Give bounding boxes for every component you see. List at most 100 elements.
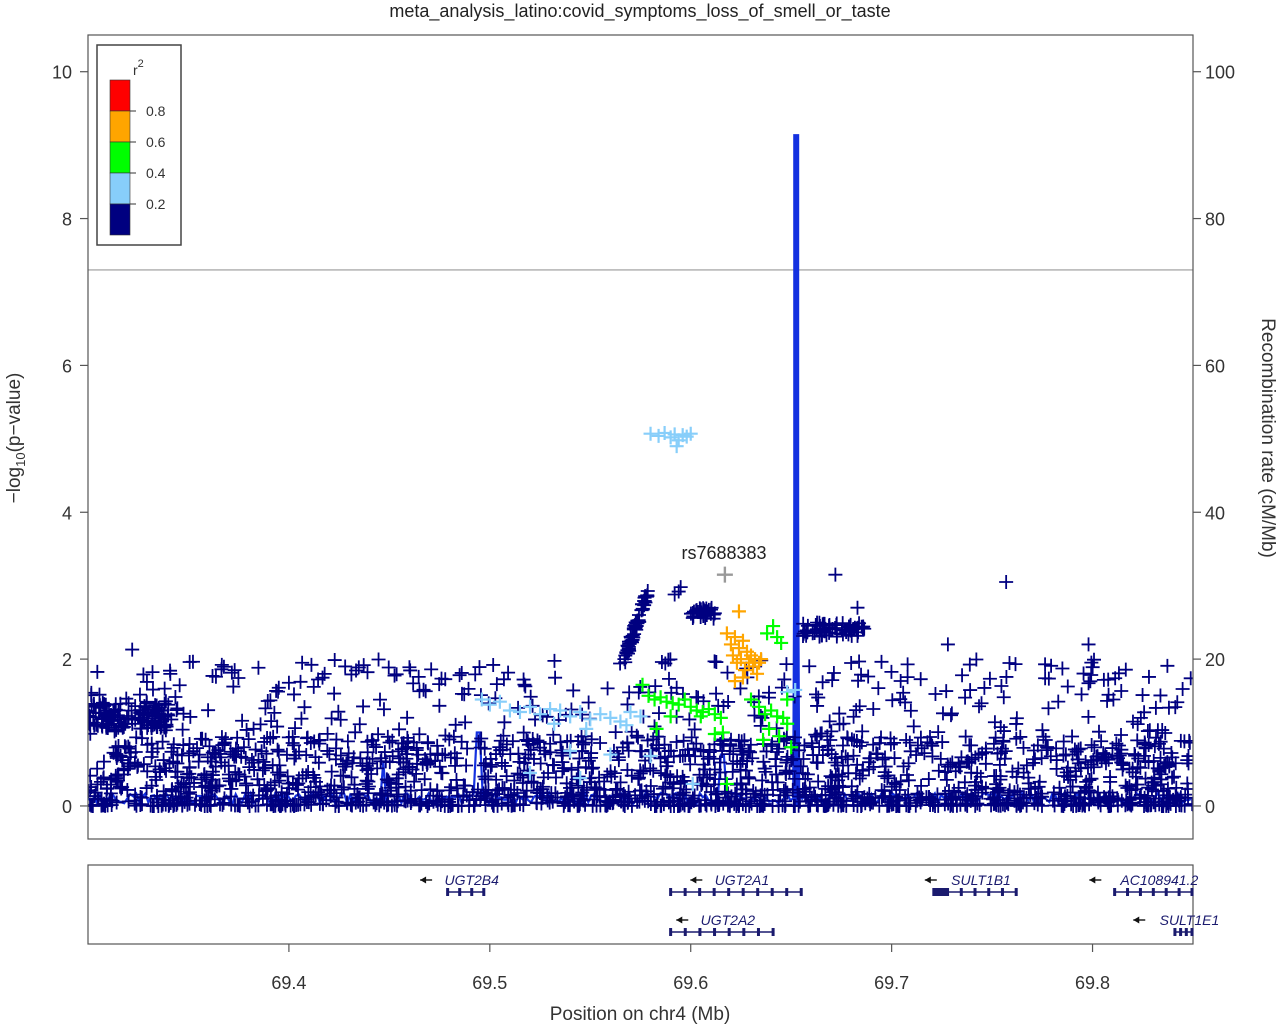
point-dark-blue (140, 737, 155, 752)
point-dark-blue (1038, 733, 1053, 747)
point-dark-blue (488, 787, 503, 802)
point (727, 674, 742, 689)
point-dark-blue (689, 736, 704, 751)
right-y-tick-label: 0 (1205, 797, 1215, 817)
point (731, 604, 746, 619)
point-dark-blue (308, 750, 323, 765)
point-dark-blue (1005, 764, 1020, 779)
point-dark-blue (1040, 740, 1055, 755)
point-dark-blue (166, 754, 181, 769)
lead-snp-marker (716, 566, 733, 583)
point-dark-blue (643, 779, 658, 794)
gene-ugt2a2: UGT2A2 (669, 912, 775, 936)
point-dark-blue (636, 764, 651, 779)
left-y-tick-label: 0 (62, 797, 72, 817)
point-dark-blue (866, 702, 881, 717)
point-dark-blue (434, 671, 449, 686)
point-dark-blue (886, 797, 901, 812)
point (756, 732, 771, 747)
point-dark-blue (900, 657, 915, 672)
strand-arrow-head (924, 876, 931, 884)
point-dark-blue (555, 745, 570, 760)
point-dark-blue (1026, 743, 1041, 758)
point (643, 426, 658, 441)
point (573, 704, 588, 719)
point-dark-blue (806, 748, 821, 763)
gene-ac108941-2: AC108941.2 (1089, 872, 1198, 896)
legend-title: r2 (133, 58, 144, 78)
point-dark-blue (432, 789, 447, 804)
point (754, 652, 769, 667)
point-dark-blue (369, 796, 384, 811)
point-dark-blue (972, 699, 987, 714)
point (651, 428, 666, 443)
point-dark-blue (958, 690, 973, 705)
point-dark-blue (755, 710, 770, 725)
point-dark-blue (809, 755, 824, 770)
point-dark-blue (862, 755, 877, 770)
point-dark-blue (1160, 658, 1175, 673)
point-dark-blue (108, 740, 123, 755)
point-dark-blue (499, 769, 514, 784)
point (772, 729, 787, 744)
point-dark-blue (423, 754, 438, 769)
point (727, 630, 742, 645)
point-dark-blue (434, 765, 449, 780)
point-dark-blue (874, 790, 889, 805)
point-dark-blue (152, 762, 167, 777)
point-dark-blue (423, 782, 438, 797)
point-dark-blue (195, 731, 210, 746)
point-dark-blue (573, 791, 588, 806)
point-dark-blue (1100, 693, 1115, 708)
point-dark-blue (518, 751, 533, 766)
point-dark-blue (516, 725, 531, 740)
point-dark-blue (227, 749, 242, 764)
point-dark-blue (112, 712, 127, 727)
point-dark-blue (403, 663, 418, 678)
point-dark-blue (99, 710, 114, 725)
point-dark-blue (618, 648, 633, 663)
point-dark-blue (489, 772, 504, 787)
point-dark-blue (385, 733, 400, 748)
point-dark-blue (235, 713, 250, 728)
point-dark-blue (1147, 739, 1162, 754)
point-dark-blue (671, 584, 686, 599)
point (502, 703, 517, 718)
point-dark-blue (850, 600, 865, 615)
point-dark-blue (863, 797, 878, 812)
recombination-line (88, 137, 1192, 808)
point-dark-blue (533, 756, 548, 771)
point-dark-blue (205, 764, 220, 779)
point-dark-blue (824, 782, 839, 797)
point-dark-blue (1180, 776, 1193, 791)
point-dark-blue (377, 745, 392, 760)
point-dark-blue (510, 766, 525, 781)
point-dark-blue (733, 681, 748, 696)
point-dark-blue (237, 769, 252, 784)
point (573, 771, 588, 786)
gene-exon (1000, 888, 1004, 896)
point-dark-blue (128, 712, 143, 727)
point-dark-blue (182, 766, 197, 781)
point-dark-blue (212, 778, 227, 793)
point (760, 626, 775, 641)
point-dark-blue (1087, 740, 1102, 755)
point-dark-blue (241, 732, 256, 747)
point-dark-blue (90, 761, 105, 776)
point-dark-blue (815, 675, 830, 690)
legend: r2 0.8 0.6 0.4 0.2 (96, 44, 182, 246)
point-dark-blue (158, 694, 173, 709)
point-dark-blue (889, 777, 904, 792)
point-dark-blue (593, 736, 608, 750)
point-dark-blue (1034, 751, 1049, 766)
point-dark-blue (770, 775, 785, 790)
point-dark-blue (951, 780, 966, 795)
point-dark-blue (704, 795, 719, 810)
point (643, 749, 658, 764)
gene-exon (1190, 888, 1194, 896)
point-dark-blue (192, 797, 207, 812)
point-dark-blue (651, 741, 666, 756)
point-dark-blue (656, 781, 671, 796)
point-dark-blue (683, 757, 698, 772)
